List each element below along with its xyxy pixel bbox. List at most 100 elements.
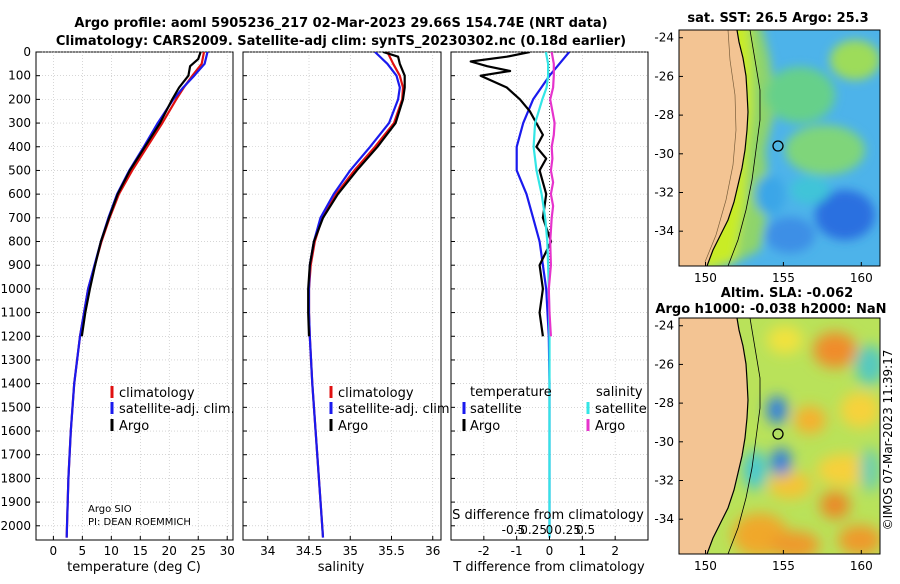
- sla-coastline: [706, 318, 749, 554]
- sla-high: [770, 531, 820, 554]
- legend-satellite-label: satellite-adj. clim.: [119, 402, 235, 417]
- temperature-legend: climatology satellite-adj. clim. Argo: [110, 386, 235, 434]
- legend-sal-satellite-label: satellite: [595, 402, 647, 417]
- legend-sal-argo-label: Argo: [595, 419, 625, 434]
- sst-land: [679, 30, 748, 266]
- sla-high: [820, 491, 850, 519]
- ytick-label: 400: [8, 140, 31, 154]
- xtick-label: 5: [79, 544, 87, 558]
- sla-contour: [727, 318, 761, 554]
- sla-map-ticks: 150 155 160 -24 -26 -28 -30 -32 -34: [654, 319, 872, 573]
- map-xtick-label: 160: [850, 559, 873, 573]
- sst-cool-eddy: [755, 175, 785, 215]
- sst-map-image: [679, 30, 880, 266]
- difference-ticks: -2 -1 0 1 2-0.5-0.250 0.250.5: [451, 51, 619, 558]
- sla-field: [732, 326, 880, 554]
- xtick-label: 35: [343, 544, 358, 558]
- sla-low: [767, 396, 787, 424]
- map-ytick-label: -28: [654, 396, 674, 410]
- sla-low: [855, 345, 880, 385]
- sst-cool-eddy: [765, 217, 815, 253]
- map-xtick-label: 160: [850, 271, 873, 285]
- xtick-label: 36: [425, 544, 440, 558]
- legend-temp-satellite-label: satellite: [470, 402, 522, 417]
- temperature-lines: [65, 52, 209, 538]
- salinity-ticks: 34 34.5 35 35.5 36: [243, 51, 440, 558]
- ytick-label: 500: [8, 163, 31, 177]
- map-xtick-label: 155: [772, 271, 795, 285]
- sla-argo-marker: [772, 428, 784, 440]
- s-tick-label: -0.25: [516, 523, 547, 537]
- copyright-stamp: ©IMOS 07-Mar-2023 11:39:17: [881, 350, 895, 531]
- map-ytick-label: -26: [654, 357, 674, 371]
- sla-high: [817, 454, 873, 486]
- sla-land: [679, 318, 748, 554]
- sla-high: [768, 471, 812, 499]
- legend-climatology-label: climatology: [338, 386, 414, 401]
- ytick-label: 1800: [0, 471, 31, 485]
- sst-green-patch: [830, 40, 880, 80]
- xtick-label: -2: [478, 544, 490, 558]
- sla-low: [860, 448, 880, 492]
- legend-salinity-title: salinity: [596, 385, 643, 400]
- sdiff-satellite-line: [532, 52, 551, 538]
- argo-center-label: Argo SIO: [88, 504, 132, 515]
- xtick-label: 10: [104, 544, 119, 558]
- ytick-label: 2000: [0, 519, 31, 533]
- ytick-label: 800: [8, 235, 31, 249]
- ytick-label: 700: [8, 211, 31, 225]
- ytick-label: 0: [23, 45, 31, 59]
- ytick-label: 1400: [0, 377, 31, 391]
- sst-green-patch: [765, 67, 835, 123]
- xtick-label: 34: [260, 544, 275, 558]
- sla-high: [794, 406, 826, 434]
- sst-map-panel: sat. SST: 26.5 Argo: 25.3 150 155 160 -24 -2…: [654, 11, 881, 285]
- sla-map-image: [679, 318, 880, 554]
- xtick-label: 20: [162, 544, 177, 558]
- sst-coastline: [706, 30, 749, 266]
- sla-high: [838, 525, 880, 554]
- sst-green-patch: [785, 125, 865, 175]
- tdiff-argo-line: [469, 52, 553, 337]
- ytick-label: 1300: [0, 353, 31, 367]
- sla-high: [813, 332, 857, 368]
- temperature-xlabel: temperature (deg C): [67, 560, 201, 575]
- s-difference-label: S difference from climatology: [452, 508, 644, 523]
- ytick-label: 900: [8, 258, 31, 272]
- difference-xlabel: T difference from climatology: [452, 560, 645, 575]
- salinity-panel: 34 34.5 35 35.5 36 salinity climatology sate…: [242, 51, 454, 575]
- xtick-label: 15: [133, 544, 148, 558]
- xtick-label: 30: [220, 544, 235, 558]
- difference-panel: -2 -1 0 1 2-0.5-0.250 0.250.5 S difference fr…: [450, 51, 649, 575]
- xtick-label: 35.5: [378, 544, 405, 558]
- legend-argo-label: Argo: [338, 419, 368, 434]
- ytick-label: 600: [8, 187, 31, 201]
- sst-map-frame: [678, 29, 881, 267]
- sla-low: [743, 450, 767, 490]
- s-tick-label: 0.25: [554, 523, 581, 537]
- map-ytick-label: -34: [654, 512, 674, 526]
- map-ytick-label: -32: [654, 473, 674, 487]
- map-xtick-label: 150: [694, 559, 717, 573]
- ytick-label: 1700: [0, 448, 31, 462]
- s-tick-label: -0.5: [502, 523, 525, 537]
- legend-argo-label: Argo: [119, 419, 149, 434]
- temp-argo-line: [80, 52, 202, 337]
- temperature-axes-box: [35, 51, 234, 541]
- ytick-label: 200: [8, 92, 31, 106]
- ytick-label: 1100: [0, 306, 31, 320]
- sla-map-subtitle: Argo h1000: -0.038 h2000: NaN: [655, 302, 886, 317]
- map-ytick-label: -28: [654, 108, 674, 122]
- map-ytick-label: -34: [654, 224, 674, 238]
- sla-map-panel: Altim. SLA: -0.062 Argo h1000: -0.038 h2…: [654, 286, 886, 573]
- map-xtick-label: 155: [772, 559, 795, 573]
- map-ytick-label: -24: [654, 31, 674, 45]
- sla-map-title: Altim. SLA: -0.062: [721, 286, 853, 301]
- map-ytick-label: -24: [654, 319, 674, 333]
- ytick-label: 1500: [0, 400, 31, 414]
- map-xtick-label: 150: [694, 271, 717, 285]
- xtick-label: 0: [546, 544, 554, 558]
- legend-temperature-title: temperature: [470, 385, 552, 400]
